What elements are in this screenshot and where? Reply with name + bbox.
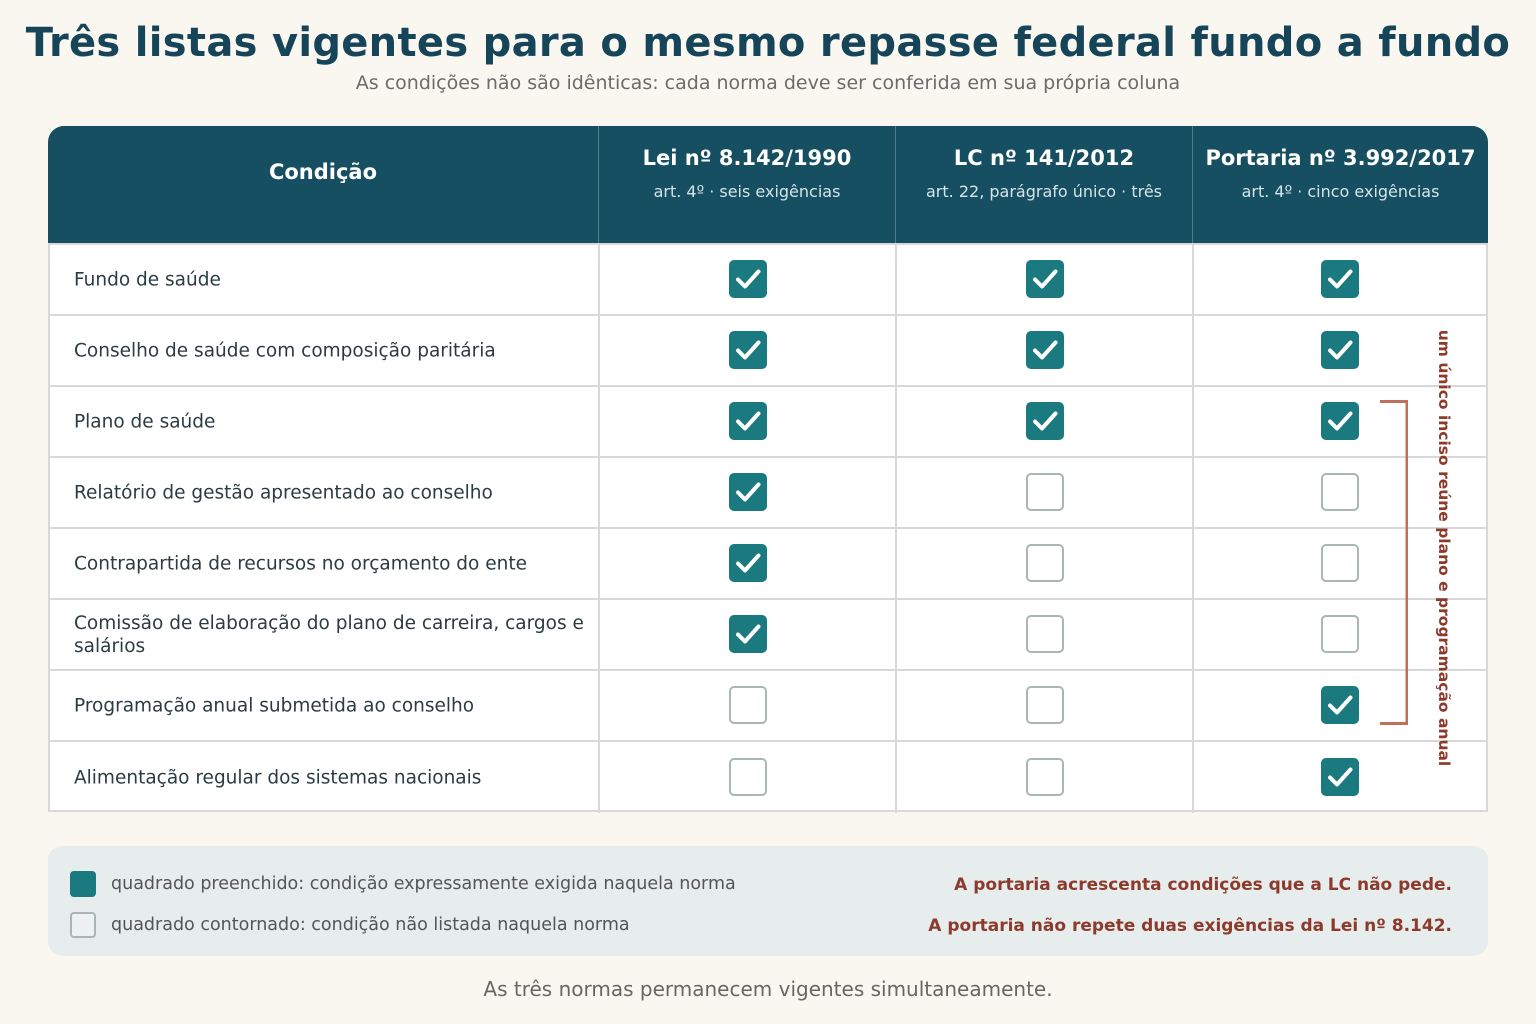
- column-subtitle: art. 22, parágrafo único · três: [926, 182, 1162, 201]
- check-cell: [598, 600, 895, 669]
- filled-square-icon: [70, 871, 96, 897]
- checked-box-icon: [1321, 259, 1359, 298]
- check-cell: [1192, 600, 1486, 669]
- condition-label: Alimentação regular dos sistemas naciona…: [74, 767, 482, 788]
- legend-note-2: A portaria não repete duas exigências da…: [928, 916, 1452, 936]
- header-lc-141: LC nº 141/2012 art. 22, parágrafo único …: [895, 126, 1192, 243]
- check-cell: [895, 316, 1192, 385]
- empty-box-icon: [1025, 472, 1064, 511]
- check-cell: [598, 387, 895, 456]
- bracket-note: um único inciso reúne plano e programaçã…: [1435, 329, 1453, 767]
- condition-cell: Fundo de saúde: [50, 245, 598, 314]
- check-cell: [1192, 458, 1486, 527]
- check-cell: [1192, 529, 1486, 598]
- comparison-table: Condição Lei nº 8.142/1990 art. 4º · sei…: [48, 126, 1488, 813]
- checked-box-icon: [1025, 259, 1064, 298]
- check-cell: [598, 458, 895, 527]
- condition-cell: Contrapartida de recursos no orçamento d…: [50, 529, 598, 598]
- column-title: Portaria nº 3.992/2017: [1205, 146, 1476, 170]
- column-title: LC nº 141/2012: [953, 146, 1135, 170]
- condition-label: Fundo de saúde: [74, 269, 221, 290]
- check-cell: [1192, 671, 1486, 740]
- empty-box-icon: [728, 757, 767, 796]
- empty-box-icon: [728, 685, 767, 724]
- legend-panel: quadrado preenchido: condição expressame…: [48, 846, 1488, 956]
- condition-cell: Alimentação regular dos sistemas naciona…: [50, 742, 598, 813]
- header-portaria-3992: Portaria nº 3.992/2017 art. 4º · cinco e…: [1192, 126, 1488, 243]
- bracket-marker: [1380, 400, 1408, 725]
- legend-note-1: A portaria acrescenta condições que a LC…: [954, 875, 1452, 895]
- footer-note: As três normas permanecem vigentes simul…: [483, 977, 1053, 1001]
- column-subtitle: art. 4º · cinco exigências: [1241, 182, 1440, 201]
- table-body: Fundo de saúde Conselho de saúde com comp…: [48, 243, 1488, 813]
- table-row: Comissão de elaboração do plano de carre…: [50, 600, 1486, 671]
- empty-box-icon: [1321, 543, 1359, 582]
- check-cell: [598, 245, 895, 314]
- table-row: Relatório de gestão apresentado ao conse…: [50, 458, 1486, 529]
- check-cell: [895, 529, 1192, 598]
- check-cell: [1192, 387, 1486, 456]
- check-cell: [1192, 245, 1486, 314]
- check-cell: [598, 529, 895, 598]
- condition-cell: Comissão de elaboração do plano de carre…: [50, 600, 598, 669]
- check-cell: [895, 600, 1192, 669]
- column-title: Lei nº 8.142/1990: [642, 146, 852, 170]
- checked-box-icon: [728, 401, 767, 440]
- checked-box-icon: [728, 543, 767, 582]
- condition-label: Programação anual submetida ao conselho: [74, 695, 475, 716]
- checked-box-icon: [1025, 330, 1064, 369]
- condition-label: Contrapartida de recursos no orçamento d…: [74, 553, 527, 574]
- checked-box-icon: [728, 259, 767, 298]
- check-cell: [895, 671, 1192, 740]
- condition-label: Plano de saúde: [74, 411, 216, 432]
- page-title: Três listas vigentes para o mesmo repass…: [25, 20, 1511, 66]
- check-cell: [1192, 742, 1486, 813]
- empty-box-icon: [1321, 472, 1359, 511]
- check-cell: [1192, 316, 1486, 385]
- condition-label: Relatório de gestão apresentado ao conse…: [74, 482, 493, 503]
- table-header: Condição Lei nº 8.142/1990 art. 4º · sei…: [48, 126, 1488, 243]
- table-row: Conselho de saúde com composição paritár…: [50, 316, 1486, 387]
- condition-cell: Relatório de gestão apresentado ao conse…: [50, 458, 598, 527]
- column-subtitle: art. 4º · seis exigências: [653, 182, 841, 201]
- condition-label: Comissão de elaboração do plano de carre…: [74, 612, 584, 657]
- header-condition-label: Condição: [268, 160, 378, 184]
- empty-box-icon: [1025, 685, 1064, 724]
- checked-box-icon: [1321, 757, 1359, 796]
- legend-filled-text: quadrado preenchido: condição expressame…: [111, 874, 736, 894]
- check-cell: [895, 245, 1192, 314]
- table-row: Contrapartida de recursos no orçamento d…: [50, 529, 1486, 600]
- checked-box-icon: [728, 614, 767, 653]
- checked-box-icon: [1321, 330, 1359, 369]
- checked-box-icon: [728, 330, 767, 369]
- empty-box-icon: [1025, 543, 1064, 582]
- checked-box-icon: [728, 472, 767, 511]
- check-cell: [895, 387, 1192, 456]
- empty-box-icon: [1025, 757, 1064, 796]
- condition-cell: Programação anual submetida ao conselho: [50, 671, 598, 740]
- condition-label: Conselho de saúde com composição paritár…: [74, 340, 496, 361]
- page-subtitle: As condições não são idênticas: cada nor…: [355, 72, 1181, 94]
- checked-box-icon: [1025, 401, 1064, 440]
- check-cell: [598, 742, 895, 813]
- table-row: Programação anual submetida ao conselho: [50, 671, 1486, 742]
- condition-cell: Conselho de saúde com composição paritár…: [50, 316, 598, 385]
- check-cell: [598, 671, 895, 740]
- header-condition: Condição: [48, 126, 598, 243]
- empty-box-icon: [1025, 614, 1064, 653]
- check-cell: [895, 458, 1192, 527]
- check-cell: [895, 742, 1192, 813]
- outlined-square-icon: [70, 912, 96, 938]
- empty-box-icon: [1321, 614, 1359, 653]
- legend-outlined-text: quadrado contornado: condição não listad…: [111, 915, 630, 935]
- checked-box-icon: [1321, 401, 1359, 440]
- checked-box-icon: [1321, 685, 1359, 724]
- condition-cell: Plano de saúde: [50, 387, 598, 456]
- header-lei-8142: Lei nº 8.142/1990 art. 4º · seis exigênc…: [598, 126, 895, 243]
- table-row: Fundo de saúde: [50, 245, 1486, 316]
- check-cell: [598, 316, 895, 385]
- table-row: Plano de saúde: [50, 387, 1486, 458]
- table-row: Alimentação regular dos sistemas naciona…: [50, 742, 1486, 813]
